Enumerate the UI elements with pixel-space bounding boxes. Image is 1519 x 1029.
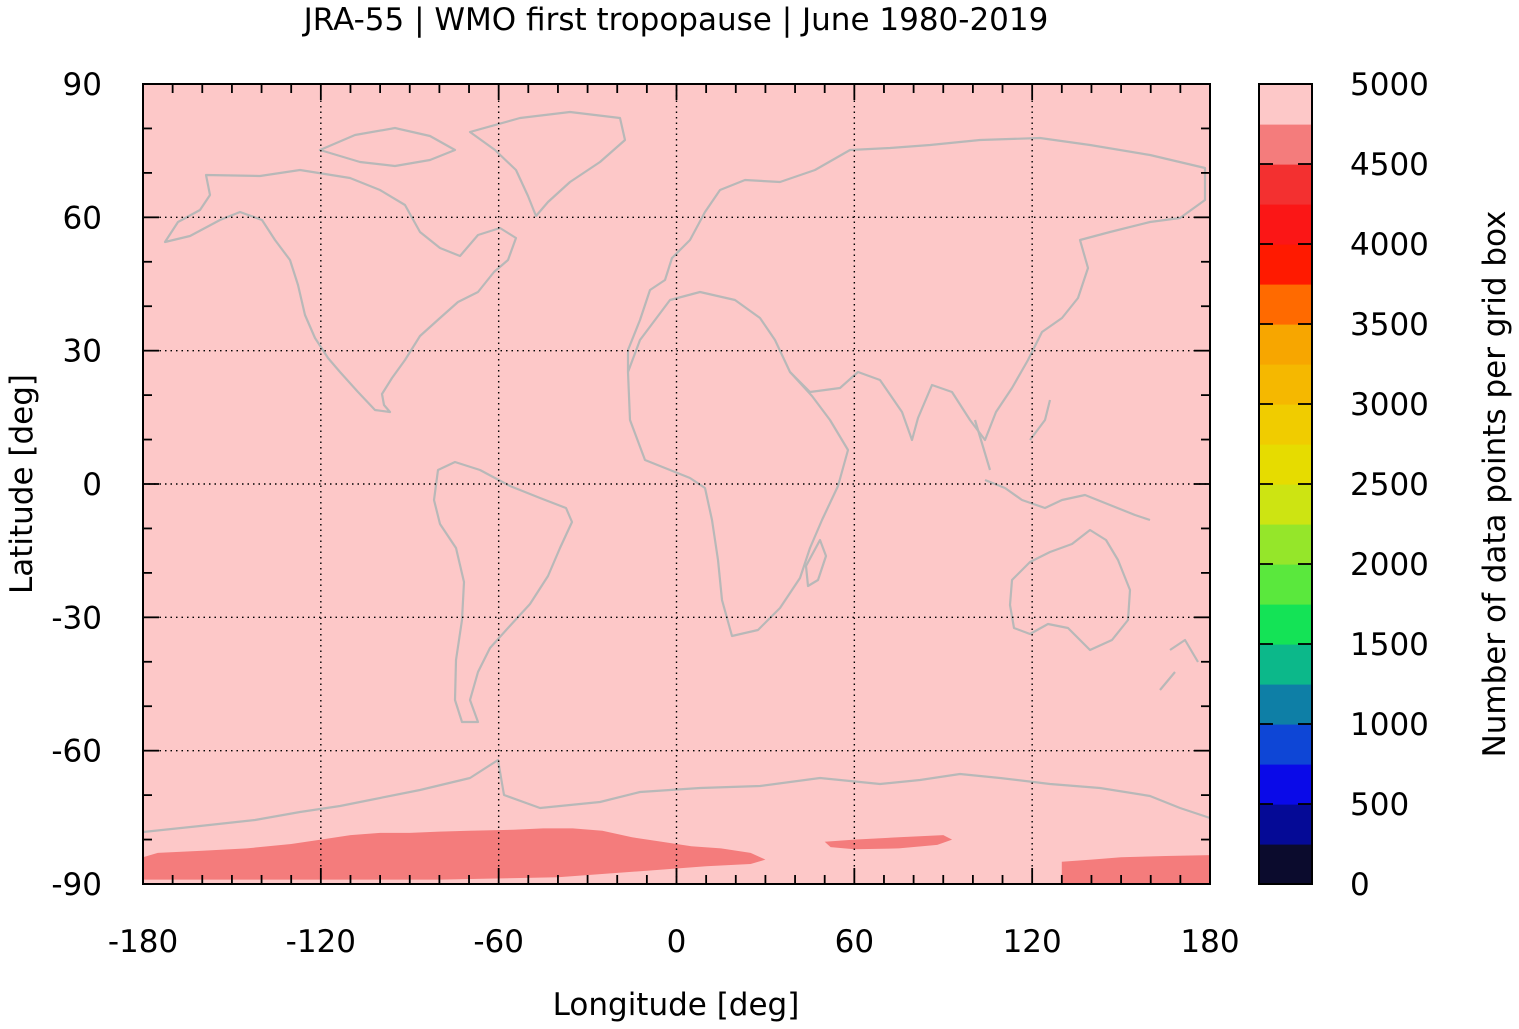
heatmap-region-3 bbox=[1061, 855, 1210, 884]
colorbar-swatch bbox=[1259, 644, 1312, 685]
colorbar-tick-label: 2500 bbox=[1350, 467, 1429, 503]
x-tick-label: -180 bbox=[108, 924, 178, 960]
coastline-arctic-islands bbox=[318, 126, 457, 168]
heatmap-region-1 bbox=[143, 828, 766, 880]
colorbar-tick-label: 1500 bbox=[1350, 627, 1429, 663]
colorbar-tick-label: 1000 bbox=[1350, 707, 1429, 743]
colorbar bbox=[1258, 83, 1313, 885]
colorbar-swatch bbox=[1259, 244, 1312, 285]
colorbar-tick-label: 500 bbox=[1350, 787, 1409, 823]
y-tick-label: 30 bbox=[63, 334, 102, 370]
colorbar-tick-label: 4500 bbox=[1350, 147, 1429, 183]
y-tick-label: 0 bbox=[82, 467, 102, 503]
coastline-antarctica bbox=[143, 758, 1210, 834]
x-tick-label: 0 bbox=[667, 924, 687, 960]
y-tick-label: -90 bbox=[51, 867, 102, 903]
x-tick-label: 120 bbox=[1003, 924, 1062, 960]
x-axis-label: Longitude [deg] bbox=[553, 987, 800, 1023]
colorbar-swatch bbox=[1259, 164, 1312, 205]
colorbar-tick-label: 3500 bbox=[1350, 307, 1429, 343]
colorbar-tick-labels: 0 500 1000 1500 2000 2500 3000 3500 4000 4500 5000 bbox=[1350, 67, 1429, 903]
colorbar-swatch bbox=[1259, 364, 1312, 405]
colorbar-swatch bbox=[1259, 524, 1312, 565]
y-tick-label: 90 bbox=[63, 67, 102, 103]
colorbar-swatch bbox=[1259, 204, 1312, 245]
colorbar-swatch bbox=[1259, 684, 1312, 725]
chart-title: JRA-55 | WMO first tropopause | June 198… bbox=[302, 2, 1049, 38]
coastline-madagascar bbox=[804, 538, 828, 588]
x-tick-label: 180 bbox=[1180, 924, 1239, 960]
coastline-maritime-continent bbox=[973, 399, 1151, 522]
colorbar-tick-label: 4000 bbox=[1350, 227, 1429, 263]
colorbar-tick-label: 3000 bbox=[1350, 387, 1429, 423]
coastline-australia bbox=[1008, 528, 1132, 652]
colorbar-ticks bbox=[1259, 83, 1312, 885]
colorbar-tick-label: 0 bbox=[1350, 867, 1370, 903]
coastline-africa-south bbox=[626, 371, 850, 638]
colorbar-swatch bbox=[1259, 604, 1312, 645]
colorbar-tick-label: 2000 bbox=[1350, 547, 1429, 583]
colorbar-swatch bbox=[1259, 844, 1312, 885]
colorbar-swatch bbox=[1259, 284, 1312, 325]
heatmap-region-2 bbox=[824, 835, 953, 850]
colorbar-title: Number of data points per grid box bbox=[1477, 211, 1513, 758]
colorbar-swatch bbox=[1259, 324, 1312, 365]
heatmap-regions bbox=[143, 828, 1210, 884]
coastline-north-america bbox=[163, 168, 518, 414]
colorbar-tick-label: 5000 bbox=[1350, 67, 1429, 103]
colorbar-swatch bbox=[1259, 404, 1312, 445]
colorbar-swatch bbox=[1259, 484, 1312, 525]
y-tick-label: -30 bbox=[51, 600, 102, 636]
colorbar-swatch bbox=[1259, 804, 1312, 845]
y-tick-label: -60 bbox=[51, 734, 102, 770]
colorbar-swatch bbox=[1259, 124, 1312, 165]
colorbar-swatch bbox=[1259, 564, 1312, 605]
x-tick-label: 60 bbox=[835, 924, 874, 960]
axis-ticks bbox=[142, 83, 1211, 885]
y-tick-label: 60 bbox=[63, 200, 102, 236]
colorbar-swatch bbox=[1259, 724, 1312, 765]
coastline-south-america bbox=[432, 460, 574, 724]
coastline-greenland bbox=[468, 110, 627, 218]
x-tick-label: -60 bbox=[473, 924, 524, 960]
coastline-new-zealand bbox=[1159, 638, 1199, 691]
x-tick-label: -120 bbox=[286, 924, 356, 960]
coastlines bbox=[143, 110, 1210, 834]
colorbar-swatch bbox=[1259, 444, 1312, 485]
colorbar-swatch bbox=[1259, 764, 1312, 805]
y-axis-label: Latitude [deg] bbox=[4, 374, 40, 594]
colorbar-swatch bbox=[1259, 84, 1312, 125]
axis-tick-labels: -180 -120 -60 0 60 120 180 90 60 30 0 -30 -60 -90 bbox=[51, 67, 1239, 960]
grid-lines bbox=[143, 84, 1210, 884]
